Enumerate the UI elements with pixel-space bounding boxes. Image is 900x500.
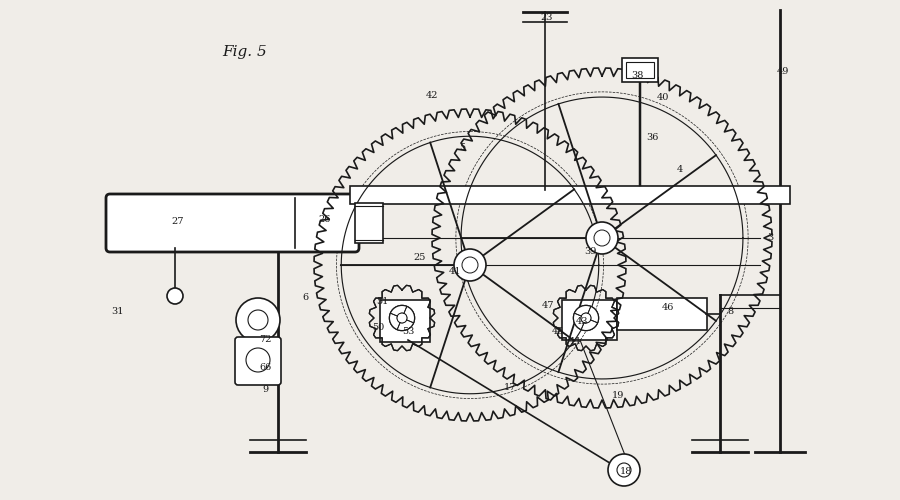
Text: Fig. 5: Fig. 5	[222, 45, 267, 59]
Text: 25: 25	[414, 254, 427, 262]
Text: 47: 47	[542, 300, 554, 310]
Circle shape	[608, 454, 640, 486]
Circle shape	[573, 306, 598, 330]
Text: 27: 27	[172, 218, 184, 226]
Text: 19: 19	[612, 390, 625, 400]
Text: 9: 9	[262, 386, 268, 394]
Text: 66: 66	[259, 364, 271, 372]
Text: 38: 38	[631, 70, 644, 80]
Text: 5: 5	[459, 144, 465, 152]
Text: 4: 4	[677, 166, 683, 174]
Text: 72: 72	[259, 336, 271, 344]
Text: 50: 50	[372, 324, 384, 332]
Circle shape	[390, 306, 415, 330]
Text: 43: 43	[576, 318, 589, 326]
Circle shape	[573, 306, 598, 330]
Text: 42: 42	[426, 90, 438, 100]
Text: 51: 51	[376, 298, 388, 306]
FancyBboxPatch shape	[106, 194, 359, 252]
Circle shape	[236, 298, 280, 342]
Text: 46: 46	[662, 304, 674, 312]
Text: 31: 31	[112, 308, 124, 316]
Text: 8: 8	[727, 308, 734, 316]
Text: 53: 53	[401, 328, 414, 336]
Text: 18: 18	[620, 468, 632, 476]
Bar	[380, 300, 430, 342]
Circle shape	[586, 222, 618, 254]
Text: 6: 6	[302, 294, 308, 302]
Text: 44: 44	[569, 338, 581, 346]
Circle shape	[454, 249, 486, 281]
Bar	[562, 300, 617, 340]
Text: 45: 45	[552, 328, 564, 336]
Bar	[626, 62, 654, 78]
Text: 26: 26	[319, 216, 331, 224]
Text: 40: 40	[657, 94, 670, 102]
Text: 41: 41	[449, 268, 461, 276]
Circle shape	[167, 288, 183, 304]
Text: 3: 3	[767, 234, 773, 242]
Text: 39: 39	[584, 248, 596, 256]
Text: 23: 23	[541, 14, 554, 22]
FancyBboxPatch shape	[235, 337, 281, 385]
Text: 17: 17	[504, 384, 517, 392]
Circle shape	[390, 306, 415, 330]
Bar	[622, 58, 658, 82]
Text: 36: 36	[646, 134, 658, 142]
Text: 49: 49	[777, 68, 789, 76]
Bar	[355, 203, 383, 243]
Bar	[617, 298, 707, 330]
Bar	[350, 186, 790, 204]
